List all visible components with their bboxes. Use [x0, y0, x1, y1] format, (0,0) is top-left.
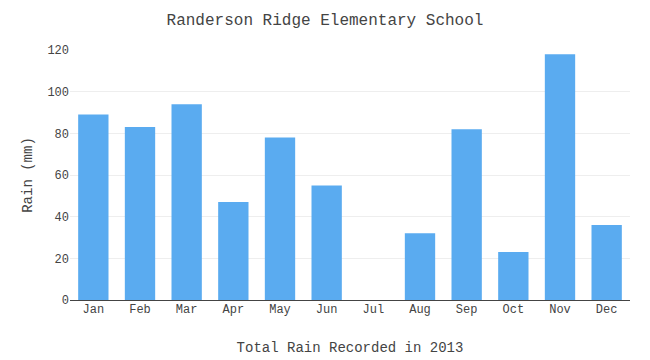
svg-text:Jun: Jun — [316, 303, 338, 317]
svg-text:Nov: Nov — [549, 303, 571, 317]
svg-text:0: 0 — [62, 294, 69, 308]
svg-text:Feb: Feb — [129, 303, 151, 317]
svg-text:Apr: Apr — [223, 303, 245, 317]
svg-text:120: 120 — [47, 44, 69, 58]
svg-text:100: 100 — [47, 86, 69, 100]
svg-text:Rain (mm): Rain (mm) — [20, 137, 36, 213]
svg-text:Aug: Aug — [409, 303, 431, 317]
svg-text:May: May — [269, 303, 291, 317]
svg-text:Jul: Jul — [363, 303, 385, 317]
svg-text:Oct: Oct — [503, 303, 525, 317]
svg-text:Sep: Sep — [456, 303, 478, 317]
svg-text:Jan: Jan — [83, 303, 105, 317]
svg-text:80: 80 — [55, 128, 69, 142]
svg-text:Mar: Mar — [176, 303, 198, 317]
svg-text:Dec: Dec — [596, 303, 618, 317]
svg-text:Randerson Ridge Elementary Sch: Randerson Ridge Elementary School — [167, 12, 484, 30]
svg-text:60: 60 — [55, 169, 69, 183]
svg-text:20: 20 — [55, 253, 69, 267]
svg-text:40: 40 — [55, 211, 69, 225]
svg-text:Total Rain Recorded in 2013: Total Rain Recorded in 2013 — [237, 340, 464, 356]
